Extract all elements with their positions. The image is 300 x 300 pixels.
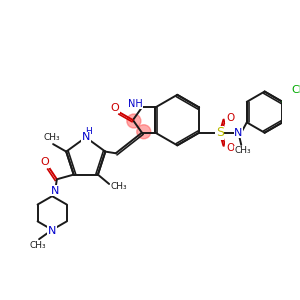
Text: N: N [234, 128, 243, 138]
Text: O: O [226, 143, 234, 153]
Text: CH₃: CH₃ [110, 182, 127, 191]
Text: N: N [48, 226, 56, 236]
Text: S: S [216, 126, 224, 139]
Text: Cl: Cl [291, 85, 300, 95]
Text: O: O [226, 113, 234, 123]
Text: CH₃: CH₃ [30, 241, 46, 250]
Text: CH₃: CH₃ [44, 133, 61, 142]
Text: N: N [82, 132, 90, 142]
Circle shape [127, 114, 141, 128]
Text: N: N [51, 185, 59, 196]
Text: O: O [111, 103, 119, 113]
Text: O: O [40, 158, 49, 167]
Text: CH₃: CH₃ [235, 146, 251, 155]
Text: NH: NH [128, 99, 143, 109]
Text: H: H [85, 127, 92, 136]
Circle shape [137, 125, 151, 139]
